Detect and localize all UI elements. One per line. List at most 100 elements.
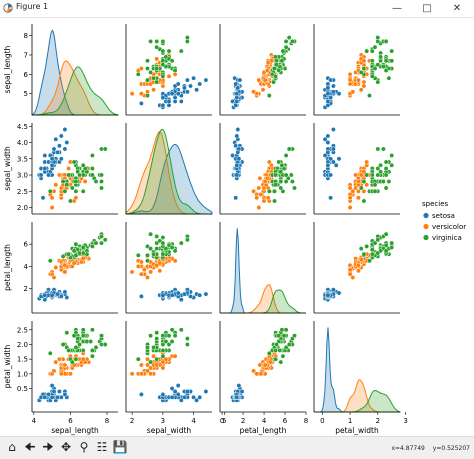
point-versicolor-9: [260, 87, 266, 93]
point-virginica-14: [154, 330, 160, 336]
point-virginica-33: [73, 179, 79, 184]
point-versicolor-49: [262, 362, 268, 368]
point-setosa-43: [336, 91, 342, 97]
point-virginica-44: [169, 245, 175, 250]
point-virginica-35: [99, 333, 104, 339]
point-virginica-44: [389, 162, 395, 168]
point-versicolor-36: [163, 356, 169, 362]
subplots-icon[interactable]: ☷: [96, 440, 108, 454]
legend-marker-versicolor: [423, 223, 429, 230]
point-setosa-47: [234, 98, 240, 104]
point-versicolor-29: [148, 371, 154, 377]
point-setosa-36: [175, 81, 181, 87]
point-setosa-45: [160, 95, 166, 101]
y-axis-label: petal_width: [3, 345, 12, 389]
point-virginica-49: [369, 251, 375, 257]
zoom-icon[interactable]: ⚲: [79, 440, 89, 454]
kde-virginica: [125, 128, 212, 215]
point-virginica-10: [375, 166, 381, 171]
legend: species setosa versicolor virginica: [422, 200, 466, 242]
point-versicolor-42: [353, 185, 359, 191]
point-virginica-31: [102, 237, 108, 243]
x-tick-label: 4: [262, 417, 267, 425]
save-icon[interactable]: 💾: [112, 440, 128, 454]
point-virginica-29: [280, 353, 286, 359]
point-setosa-46: [184, 89, 190, 95]
point-setosa-49: [49, 394, 55, 400]
point-setosa-41: [138, 391, 144, 397]
point-virginica-31: [286, 146, 292, 152]
x-axis-label: petal_length: [240, 426, 287, 435]
legend-entry-virginica: virginica: [432, 234, 462, 242]
point-virginica-46: [372, 188, 378, 194]
point-virginica-42: [372, 182, 378, 188]
point-setosa-23: [333, 162, 339, 168]
point-setosa-48: [235, 149, 241, 155]
figure-canvas[interactable]: 5 6 7 8 sepal_length 2.0 2.5 3.0 3.5 4.0 4.5 sepal_…: [0, 18, 474, 436]
point-virginica-49: [273, 172, 279, 178]
point-setosa-14: [325, 140, 331, 145]
point-virginica-6: [266, 188, 272, 194]
pan-icon[interactable]: ✥: [60, 440, 72, 454]
point-virginica-19: [272, 198, 277, 204]
point-versicolor-35: [172, 353, 178, 359]
point-versicolor-45: [353, 172, 359, 178]
forward-icon[interactable]: 🠊: [42, 440, 54, 454]
title-bar[interactable]: Figure 1 — □ ✕: [0, 0, 474, 18]
point-versicolor-31: [141, 267, 147, 273]
point-virginica-31: [102, 146, 108, 152]
point-virginica-5: [288, 172, 294, 178]
point-virginica-40: [163, 246, 169, 252]
point-setosa-48: [55, 394, 61, 400]
point-versicolor-43: [138, 371, 144, 377]
point-virginica-6: [367, 93, 372, 99]
point-virginica-31: [375, 35, 381, 41]
point-setosa-41: [40, 195, 46, 201]
point-setosa-14: [64, 140, 70, 145]
y-tick-label: 3.5: [17, 155, 28, 163]
subplot-sepal_length-vs-petal_length: [219, 24, 306, 116]
point-versicolor-37: [138, 362, 144, 368]
point-virginica-30: [93, 240, 99, 246]
point-virginica-9: [178, 240, 184, 246]
point-virginica-42: [64, 182, 70, 188]
point-virginica-48: [383, 159, 389, 165]
point-setosa-33: [197, 81, 203, 87]
point-versicolor-42: [148, 365, 154, 371]
point-virginica-34: [148, 246, 154, 252]
point-virginica-49: [66, 172, 72, 178]
point-setosa-32: [322, 136, 328, 142]
close-icon[interactable]: ✕: [452, 3, 462, 14]
point-versicolor-10: [49, 205, 55, 210]
point-setosa-45: [46, 391, 51, 397]
point-virginica-48: [71, 248, 77, 254]
home-icon[interactable]: ⌂: [8, 440, 16, 454]
minimize-icon[interactable]: —: [392, 3, 402, 14]
subplot-petal_width-vs-petal_width: 0 1 2 3 petal_width: [313, 321, 408, 435]
point-virginica-47: [375, 62, 381, 68]
point-virginica-29: [364, 243, 370, 249]
point-virginica-33: [154, 66, 160, 71]
point-virginica-44: [279, 162, 285, 168]
point-virginica-22: [289, 38, 295, 44]
point-setosa-31: [330, 83, 336, 89]
point-virginica-19: [135, 71, 141, 77]
point-versicolor-31: [258, 371, 264, 377]
point-setosa-18: [62, 289, 68, 295]
point-versicolor-41: [358, 257, 364, 263]
x-tick-label: 8: [105, 417, 109, 425]
point-setosa-49: [49, 162, 55, 168]
point-virginica-31: [375, 237, 381, 243]
point-virginica-25: [89, 166, 95, 171]
point-setosa-48: [55, 291, 61, 297]
x-tick-label: 1: [348, 417, 352, 425]
point-setosa-49: [234, 394, 240, 400]
subplot-sepal_length-vs-sepal_width: [125, 24, 212, 116]
maximize-icon[interactable]: □: [422, 3, 432, 14]
point-setosa-33: [58, 133, 64, 139]
point-versicolor-12: [261, 198, 267, 204]
back-icon[interactable]: 🠈: [24, 440, 36, 454]
point-setosa-32: [194, 87, 200, 93]
matplotlib-icon: [3, 3, 13, 13]
point-virginica-30: [283, 44, 289, 50]
